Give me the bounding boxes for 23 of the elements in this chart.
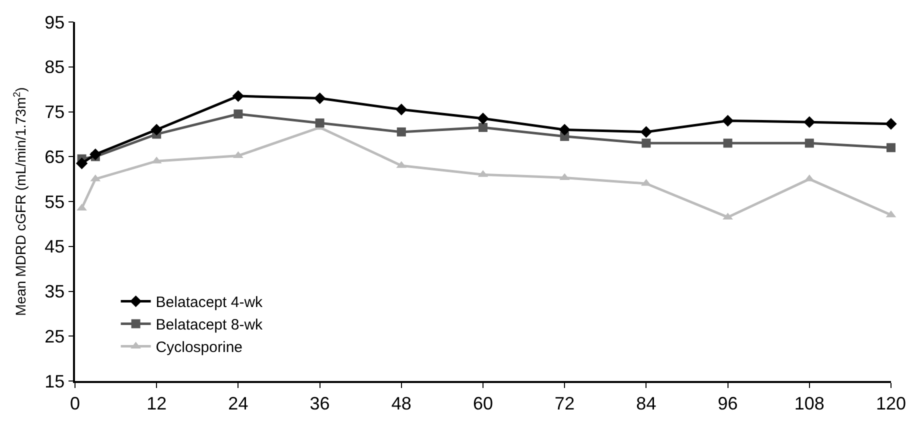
y-tick-label: 25 [44, 326, 65, 346]
x-tick-label: 120 [876, 393, 906, 414]
legend-label: Belatacept 8-wk [156, 316, 264, 334]
y-tick-label: 15 [44, 371, 65, 392]
x-tick-label: 108 [794, 393, 824, 414]
x-tick-label: 24 [228, 393, 248, 414]
y-tick-label: 65 [44, 146, 65, 167]
x-tick-label: 84 [636, 393, 656, 414]
y-tick-label: 95 [44, 12, 65, 32]
legend-label: Belatacept 4-wk [156, 294, 264, 312]
x-tick-label: 36 [310, 393, 330, 414]
y-tick-label: 35 [44, 282, 65, 302]
x-tick-label: 96 [718, 393, 738, 414]
y-tick-label: 75 [44, 102, 65, 122]
legend-label: Cyclosporine [156, 339, 243, 356]
x-tick-label: 0 [70, 393, 80, 414]
x-tick-label: 72 [554, 393, 575, 414]
x-tick-label: 12 [146, 393, 167, 414]
y-tick-label: 45 [44, 236, 65, 257]
x-tick-label: 48 [391, 393, 412, 414]
y-tick-label: 85 [44, 57, 65, 78]
y-tick-label: 55 [44, 192, 65, 212]
x-tick-label: 60 [472, 393, 494, 414]
